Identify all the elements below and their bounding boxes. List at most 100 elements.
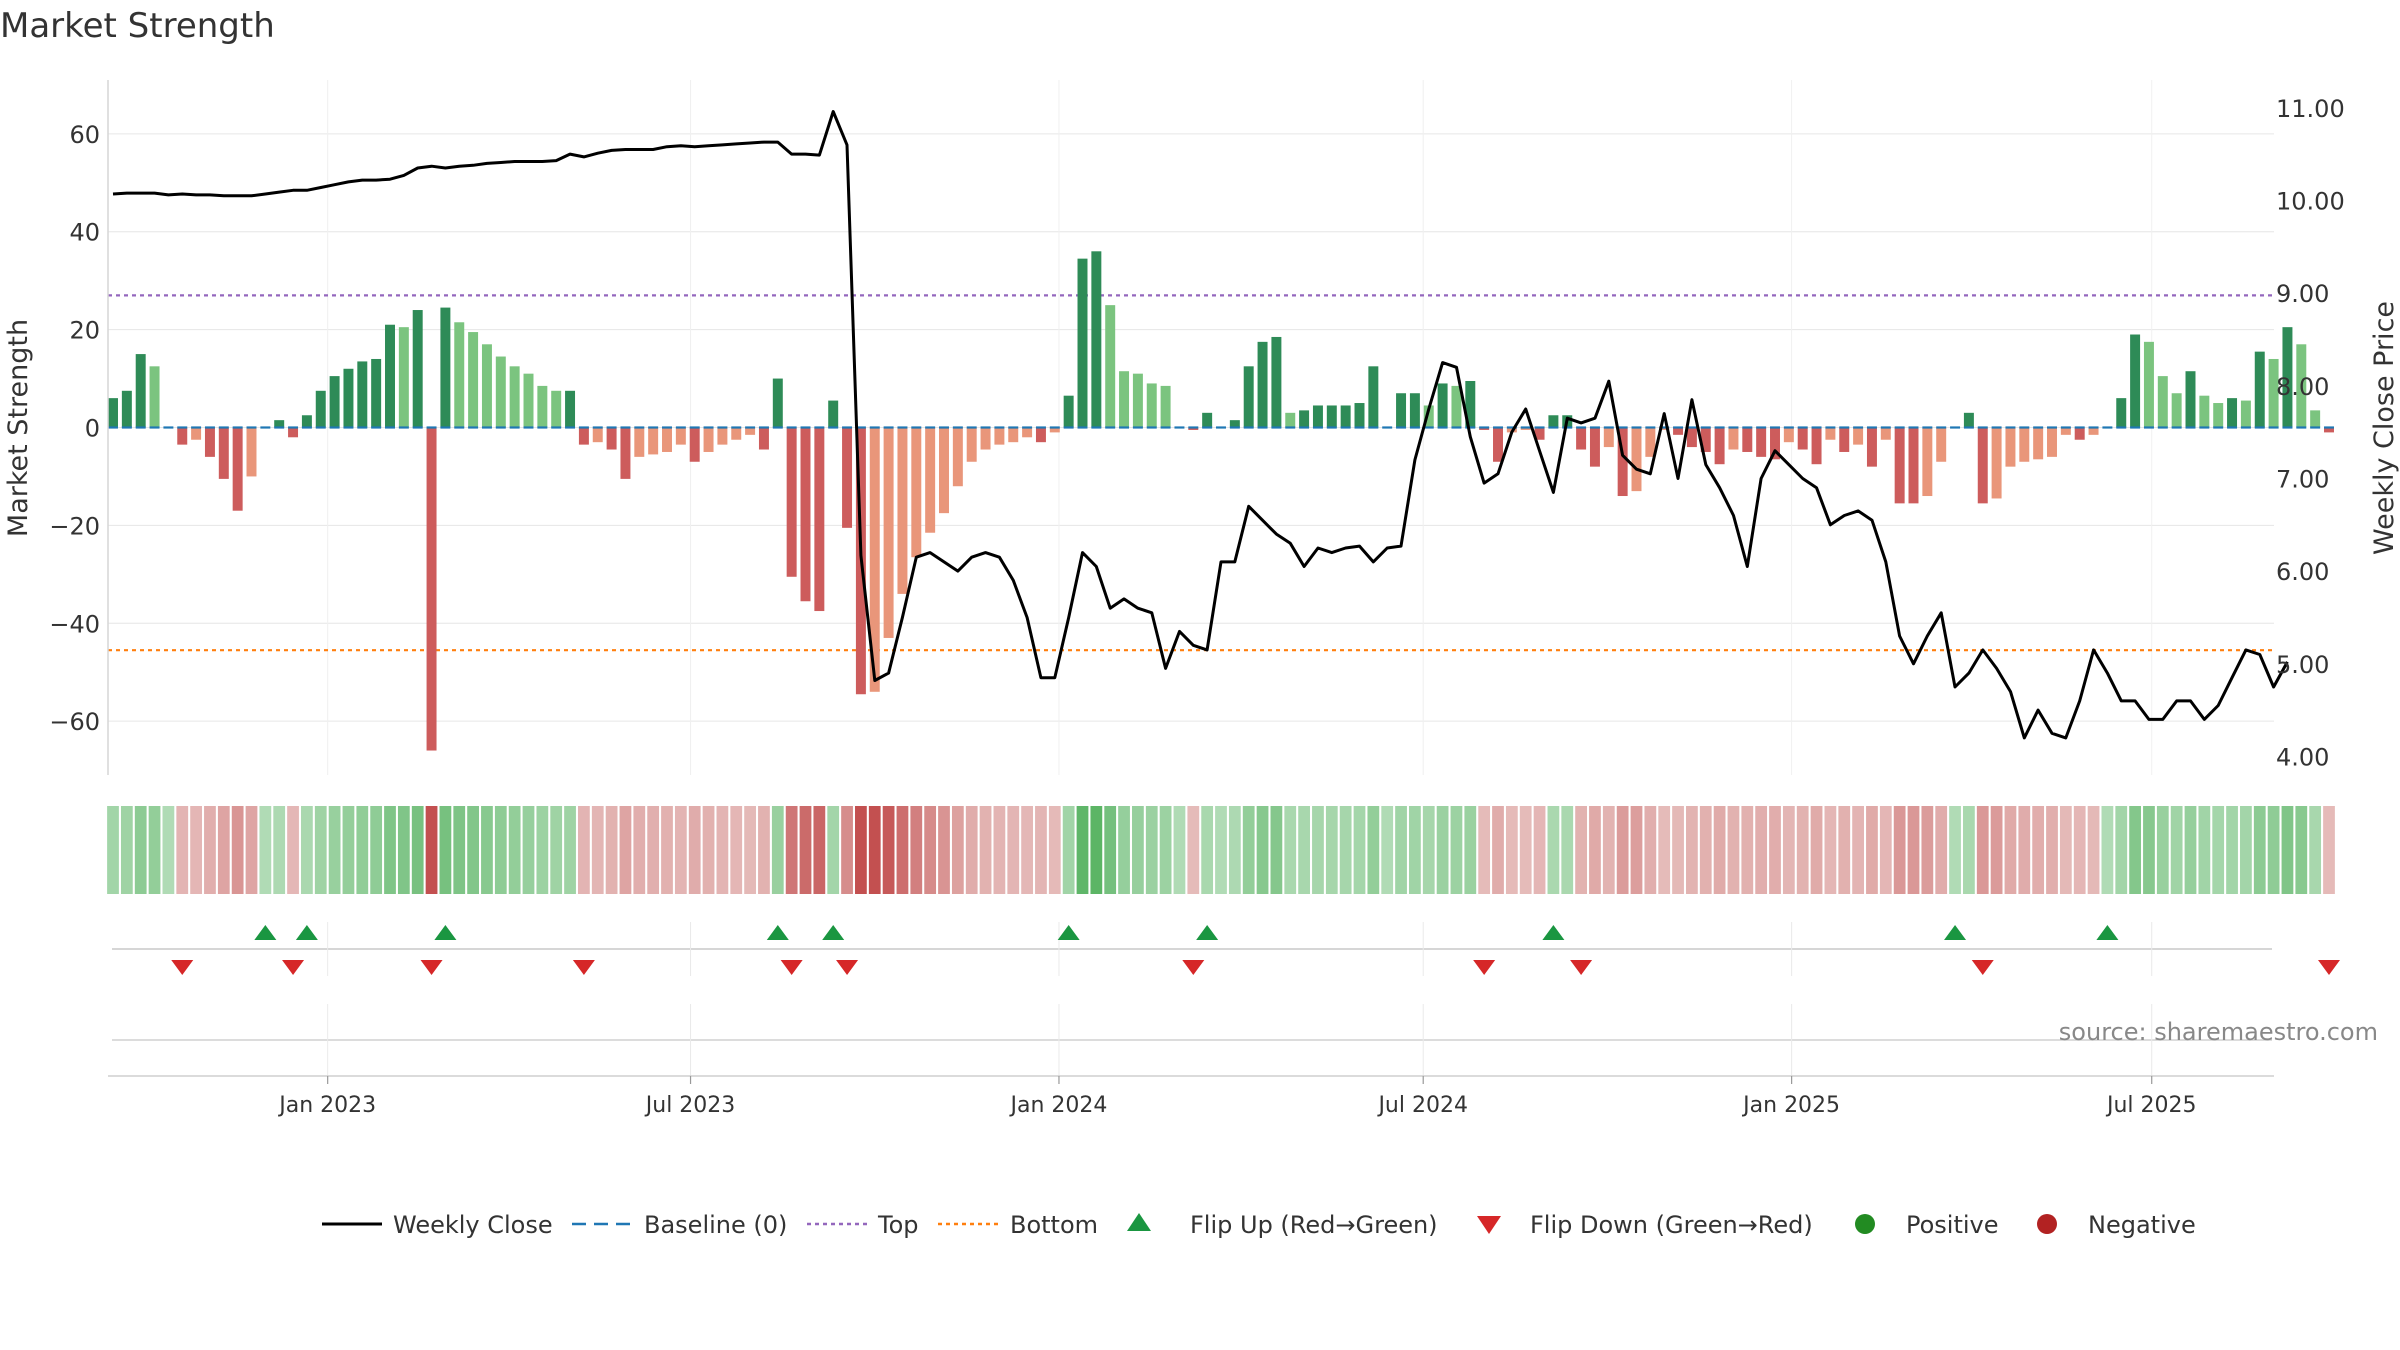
strength-bar bbox=[1742, 427, 1753, 452]
flip-up-marker bbox=[822, 925, 845, 940]
x-axis-tick-label: Jul 2023 bbox=[644, 1093, 736, 1118]
strength-strip-cell bbox=[716, 806, 729, 894]
strength-bar bbox=[523, 373, 534, 428]
strength-strip-cell bbox=[467, 806, 479, 894]
strength-strip-cell bbox=[1976, 806, 1989, 894]
strength-bar bbox=[1188, 427, 1199, 430]
strength-strip-cell bbox=[1519, 806, 1532, 894]
strength-bar bbox=[980, 427, 991, 450]
strength-strip-cell bbox=[1547, 806, 1560, 894]
strength-bar bbox=[1908, 427, 1919, 504]
y-axis-left-tick-label: 20 bbox=[69, 317, 100, 345]
strength-bar bbox=[1576, 427, 1587, 450]
strength-bar bbox=[551, 390, 562, 428]
strength-strip-cell bbox=[522, 806, 535, 894]
strength-bar bbox=[1243, 366, 1254, 428]
y-axis-left-tick-label: −40 bbox=[49, 610, 100, 638]
strength-bar bbox=[1866, 427, 1877, 467]
strength-strip-cell bbox=[481, 806, 493, 894]
strength-strip-cell bbox=[508, 806, 521, 894]
strength-bar bbox=[2254, 351, 2265, 428]
strength-strip-cell bbox=[1630, 806, 1643, 894]
strength-bar bbox=[2310, 410, 2321, 428]
strength-strip-cell bbox=[730, 806, 743, 894]
flip-down-marker bbox=[780, 960, 803, 975]
y-axis-right-tick-label: 8.00 bbox=[2276, 373, 2329, 401]
y-axis-right-tick-label: 10.00 bbox=[2276, 187, 2345, 215]
y-axis-right: 11.00 10.00 9.00 8.00 7.00 6.00 5.00 4.00 bbox=[2276, 95, 2345, 772]
strength-strip-cell bbox=[2059, 806, 2072, 894]
strength-strip-cell bbox=[342, 806, 355, 894]
strength-bar bbox=[246, 427, 257, 477]
strength-strip-cell bbox=[1478, 806, 1491, 894]
flip-down-marker bbox=[420, 960, 443, 975]
legend-flip-down-icon bbox=[1477, 1216, 1501, 1234]
strength-bar bbox=[952, 427, 963, 487]
price-line-layer bbox=[112, 110, 2289, 740]
strength-strip-cell bbox=[314, 806, 327, 894]
strength-bar bbox=[1756, 427, 1767, 457]
strength-bar bbox=[883, 427, 894, 638]
strength-bar bbox=[191, 427, 202, 440]
strength-bar bbox=[495, 356, 506, 428]
strength-strip-cell bbox=[204, 806, 216, 894]
strength-bar bbox=[1063, 395, 1074, 428]
strength-strip-cell bbox=[1201, 806, 1214, 894]
strength-bar bbox=[1520, 427, 1531, 430]
strength-strip-cell bbox=[1436, 806, 1449, 894]
strength-bar bbox=[1326, 405, 1337, 428]
flip-down-marker bbox=[2318, 960, 2340, 975]
y-axis-left-tick-label: −60 bbox=[49, 708, 100, 736]
strength-bar bbox=[1146, 383, 1157, 428]
strength-strip-cell bbox=[965, 806, 978, 894]
strength-bar bbox=[1105, 305, 1116, 428]
strength-strip-cell bbox=[1533, 806, 1546, 894]
strength-strip-cell bbox=[785, 806, 798, 894]
y-axis-right-tick-label: 6.00 bbox=[2276, 558, 2329, 586]
strength-strip-cell bbox=[1505, 806, 1518, 894]
strength-bar bbox=[343, 368, 354, 428]
strength-bar bbox=[592, 427, 603, 443]
strength-strip-cell bbox=[425, 806, 438, 894]
strength-bar bbox=[925, 427, 936, 533]
strength-bar bbox=[1659, 427, 1670, 430]
strength-strip-cell bbox=[1422, 806, 1435, 894]
strength-strip-cell bbox=[2295, 806, 2308, 894]
strength-bar bbox=[468, 332, 479, 428]
strength-strip-cell bbox=[1769, 806, 1781, 894]
strength-bar bbox=[274, 420, 285, 428]
strength-bar bbox=[135, 354, 146, 428]
strength-strip-cell bbox=[1852, 806, 1864, 894]
strength-bar bbox=[2227, 398, 2238, 428]
flip-down-marker bbox=[1182, 960, 1205, 975]
strength-strip-cell bbox=[1796, 806, 1809, 894]
strength-strip-cell bbox=[217, 806, 230, 894]
legend-label-negative: Negative bbox=[2088, 1211, 2196, 1239]
strength-bar bbox=[869, 427, 880, 692]
strength-bar bbox=[1035, 427, 1046, 443]
chart-title: Market Strength bbox=[0, 6, 275, 46]
strength-bar bbox=[1839, 427, 1850, 452]
strength-strip-cell bbox=[356, 806, 369, 894]
legend-label-baseline: Baseline (0) bbox=[644, 1211, 787, 1239]
strength-bar bbox=[1022, 427, 1033, 438]
strength-bar bbox=[1991, 427, 2002, 499]
strength-strip-cell bbox=[120, 806, 133, 894]
strength-bar bbox=[565, 390, 576, 428]
strength-strip-cell bbox=[1464, 806, 1477, 894]
threshold-lines bbox=[108, 294, 2274, 652]
strength-strip-cell bbox=[134, 806, 147, 894]
strength-strip-cell bbox=[1228, 806, 1241, 894]
strength-bar bbox=[2199, 395, 2210, 428]
strength-strip-cell bbox=[162, 806, 175, 894]
strength-bar bbox=[177, 427, 188, 445]
strength-bar bbox=[1673, 427, 1684, 435]
y-axis-left: 60 40 20 0 −20 −40 −60 bbox=[49, 80, 109, 775]
strength-bar bbox=[315, 390, 326, 428]
strength-bar bbox=[1229, 420, 1240, 428]
strength-strip-cell bbox=[564, 806, 576, 894]
strength-strip-cell bbox=[605, 806, 618, 894]
strength-strip-cell bbox=[2004, 806, 2017, 894]
strength-strip-cell bbox=[1104, 806, 1117, 894]
strength-strip-cell bbox=[688, 806, 701, 894]
